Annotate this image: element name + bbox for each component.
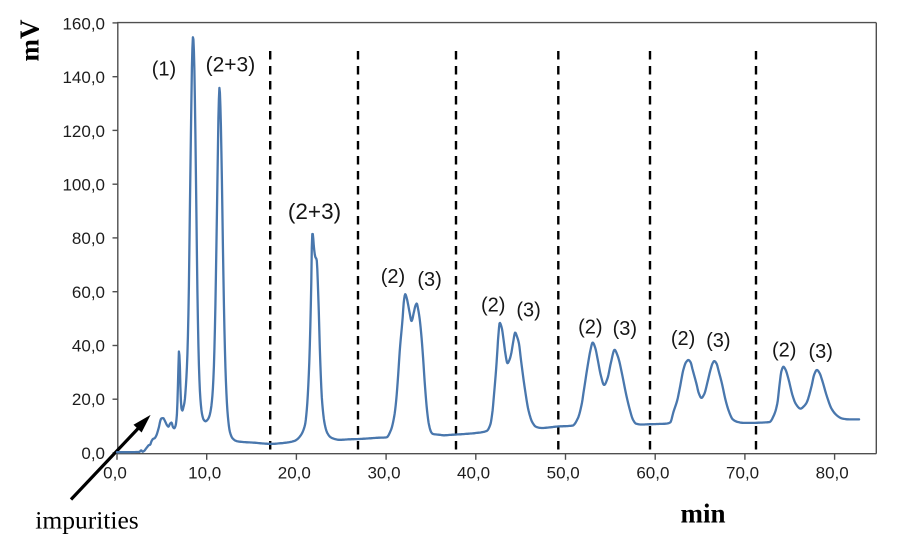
svg-text:impurities: impurities — [35, 506, 138, 535]
svg-text:(2): (2) — [772, 339, 796, 361]
svg-text:80,0: 80,0 — [72, 229, 105, 248]
svg-text:160,0: 160,0 — [62, 15, 105, 34]
svg-text:(2+3): (2+3) — [288, 199, 341, 224]
svg-text:40,0: 40,0 — [457, 464, 490, 483]
svg-text:(2+3): (2+3) — [206, 53, 256, 76]
svg-text:20,0: 20,0 — [72, 390, 105, 409]
svg-text:40,0: 40,0 — [72, 337, 105, 356]
svg-text:(3): (3) — [706, 330, 730, 352]
svg-text:(3): (3) — [516, 299, 540, 321]
svg-text:(3): (3) — [417, 269, 441, 291]
svg-text:140,0: 140,0 — [62, 68, 105, 87]
svg-text:(1): (1) — [152, 59, 176, 81]
svg-text:(3): (3) — [613, 318, 637, 340]
svg-text:10,0: 10,0 — [188, 464, 221, 483]
svg-text:mV: mV — [15, 19, 45, 61]
svg-text:(2): (2) — [671, 328, 695, 350]
svg-text:20,0: 20,0 — [278, 464, 311, 483]
svg-text:min: min — [680, 499, 725, 529]
svg-text:30,0: 30,0 — [367, 464, 400, 483]
svg-text:60,0: 60,0 — [72, 283, 105, 302]
svg-text:80,0: 80,0 — [816, 464, 849, 483]
svg-text:(2): (2) — [481, 295, 505, 317]
svg-text:70,0: 70,0 — [726, 464, 759, 483]
svg-text:60,0: 60,0 — [636, 464, 669, 483]
svg-text:50,0: 50,0 — [547, 464, 580, 483]
svg-text:0,0: 0,0 — [103, 464, 127, 483]
svg-text:120,0: 120,0 — [62, 122, 105, 141]
svg-text:100,0: 100,0 — [62, 176, 105, 195]
svg-text:(2): (2) — [381, 266, 405, 288]
svg-text:(2): (2) — [578, 317, 602, 339]
svg-text:0,0: 0,0 — [81, 444, 105, 463]
svg-text:(3): (3) — [808, 341, 832, 363]
